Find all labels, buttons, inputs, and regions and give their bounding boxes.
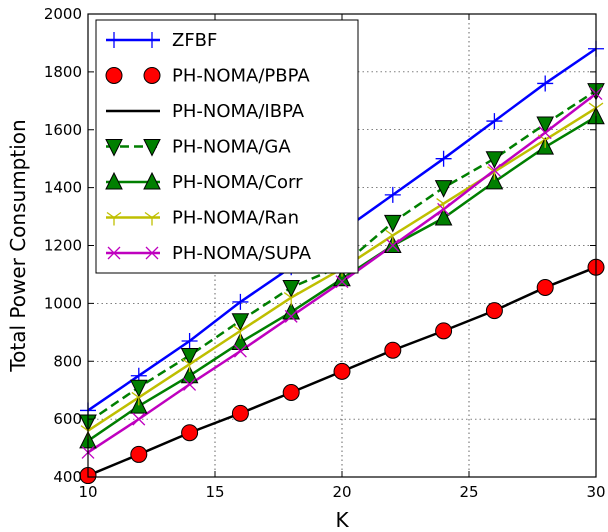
legend-label-ph-noma-corr: PH-NOMA/Corr	[172, 172, 303, 193]
y-axis-label: Total Power Consumption	[6, 119, 30, 372]
data-point-ph-noma-supa	[386, 239, 400, 252]
data-point-ph-noma-corr	[282, 301, 301, 320]
axis-ticks: 10 15 20 25 30 400 600 800 1000 1200 1400 1600 1800 2…	[44, 5, 606, 501]
data-point-zfbf	[232, 293, 249, 310]
data-point-ph-noma-supa	[437, 202, 451, 216]
data-point-ph-noma-pbpa	[282, 384, 300, 402]
data-point-ph-noma-pbpa	[231, 404, 249, 422]
y-tick-label: 1800	[44, 63, 82, 81]
data-point-ph-noma-pbpa	[384, 341, 402, 359]
y-tick-label: 1200	[44, 237, 82, 255]
data-point-ph-noma-corr	[485, 171, 504, 190]
data-point-ph-noma-ran	[131, 391, 147, 406]
data-point-ph-noma-ga	[485, 151, 504, 169]
data-point-ph-noma-pbpa	[435, 322, 453, 340]
data-point-ph-noma-pbpa	[181, 424, 199, 442]
x-tick-label: 30	[586, 483, 605, 501]
data-point-zfbf	[181, 332, 198, 349]
series-markers	[79, 40, 605, 485]
y-tick-label: 800	[53, 352, 82, 370]
data-point-zfbf	[537, 75, 554, 92]
data-point-ph-noma-ga	[536, 116, 555, 135]
data-point-ph-noma-pbpa	[333, 362, 351, 380]
data-point-ph-noma-supa	[335, 275, 349, 289]
legend-label-ph-noma-pbpa: PH-NOMA/PBPA	[172, 66, 310, 87]
y-tick-label: 1000	[44, 294, 82, 312]
data-point-ph-noma-supa	[233, 344, 247, 358]
data-point-ph-noma-ga	[231, 313, 250, 331]
x-tick-label: 10	[78, 483, 97, 501]
data-point-ph-noma-pbpa	[485, 302, 503, 320]
data-point-zfbf	[486, 113, 503, 130]
legend-marker-ph-noma-ran	[144, 211, 160, 226]
data-point-ph-noma-ran	[182, 358, 197, 373]
x-tick-label: 25	[459, 483, 478, 501]
data-point-ph-noma-corr	[434, 207, 453, 226]
data-point-ph-noma-ga	[383, 214, 402, 233]
data-point-ph-noma-corr	[180, 365, 199, 384]
y-tick-label: 2000	[44, 5, 82, 23]
data-point-ph-noma-pbpa	[536, 278, 554, 296]
legend-marker-ph-noma-pbpa	[105, 67, 123, 84]
y-tick-label: 400	[53, 468, 82, 486]
data-point-ph-noma-corr	[231, 332, 250, 350]
legend-label-ph-noma-ga: PH-NOMA/GA	[172, 137, 291, 158]
data-point-ph-noma-ga	[129, 379, 148, 398]
legend-marker-zfbf	[144, 32, 160, 48]
y-tick-label: 1400	[44, 179, 82, 197]
y-tick-label: 600	[53, 410, 82, 428]
legend-label-ph-noma-ibpa: PH-NOMA/IBPA	[172, 101, 305, 122]
legend-marker-ph-noma-corr	[105, 171, 123, 190]
legend-label-ph-noma-supa: PH-NOMA/SUPA	[172, 243, 312, 264]
legend: ZFBF PH-NOMA/PBPA PH-NOMA/IBPA PH-NOMA/GA PH…	[95, 19, 359, 274]
data-point-ph-noma-ga	[434, 180, 453, 198]
legend-marker-ph-noma-ga	[105, 139, 123, 157]
legend-marker-ph-noma-ran	[106, 211, 122, 226]
data-point-ph-noma-pbpa	[130, 445, 148, 463]
data-point-ph-noma-ga	[282, 279, 301, 298]
data-point-ph-noma-ran	[385, 229, 401, 244]
legend-marker-ph-noma-ga	[143, 139, 161, 157]
data-point-ph-noma-supa	[284, 309, 298, 323]
data-point-ph-noma-ga	[180, 347, 199, 366]
data-point-ph-noma-supa	[132, 412, 146, 426]
legend-marker-ph-noma-pbpa	[143, 67, 161, 84]
data-point-ph-noma-ran	[537, 134, 553, 148]
x-tick-label: 15	[205, 483, 224, 501]
data-point-ph-noma-supa	[538, 126, 552, 140]
legend-marker-ph-noma-supa	[107, 246, 121, 260]
legend-label-zfbf: ZFBF	[172, 30, 217, 51]
y-tick-label: 1600	[44, 121, 82, 139]
legend-label-ph-noma-ran: PH-NOMA/Ran	[172, 208, 299, 229]
data-point-ph-noma-ran	[233, 325, 248, 339]
legend-marker-ph-noma-supa	[145, 246, 159, 260]
data-point-ph-noma-supa	[487, 163, 501, 177]
legend-marker-ph-noma-corr	[143, 171, 161, 190]
x-axis-label: K	[335, 508, 349, 532]
data-point-ph-noma-ran	[283, 292, 299, 306]
legend-marker-zfbf	[106, 32, 122, 48]
data-point-zfbf	[384, 186, 401, 203]
data-point-ph-noma-corr	[383, 235, 402, 253]
data-point-zfbf	[435, 150, 452, 167]
x-tick-label: 20	[332, 483, 351, 501]
data-point-ph-noma-supa	[183, 377, 197, 391]
